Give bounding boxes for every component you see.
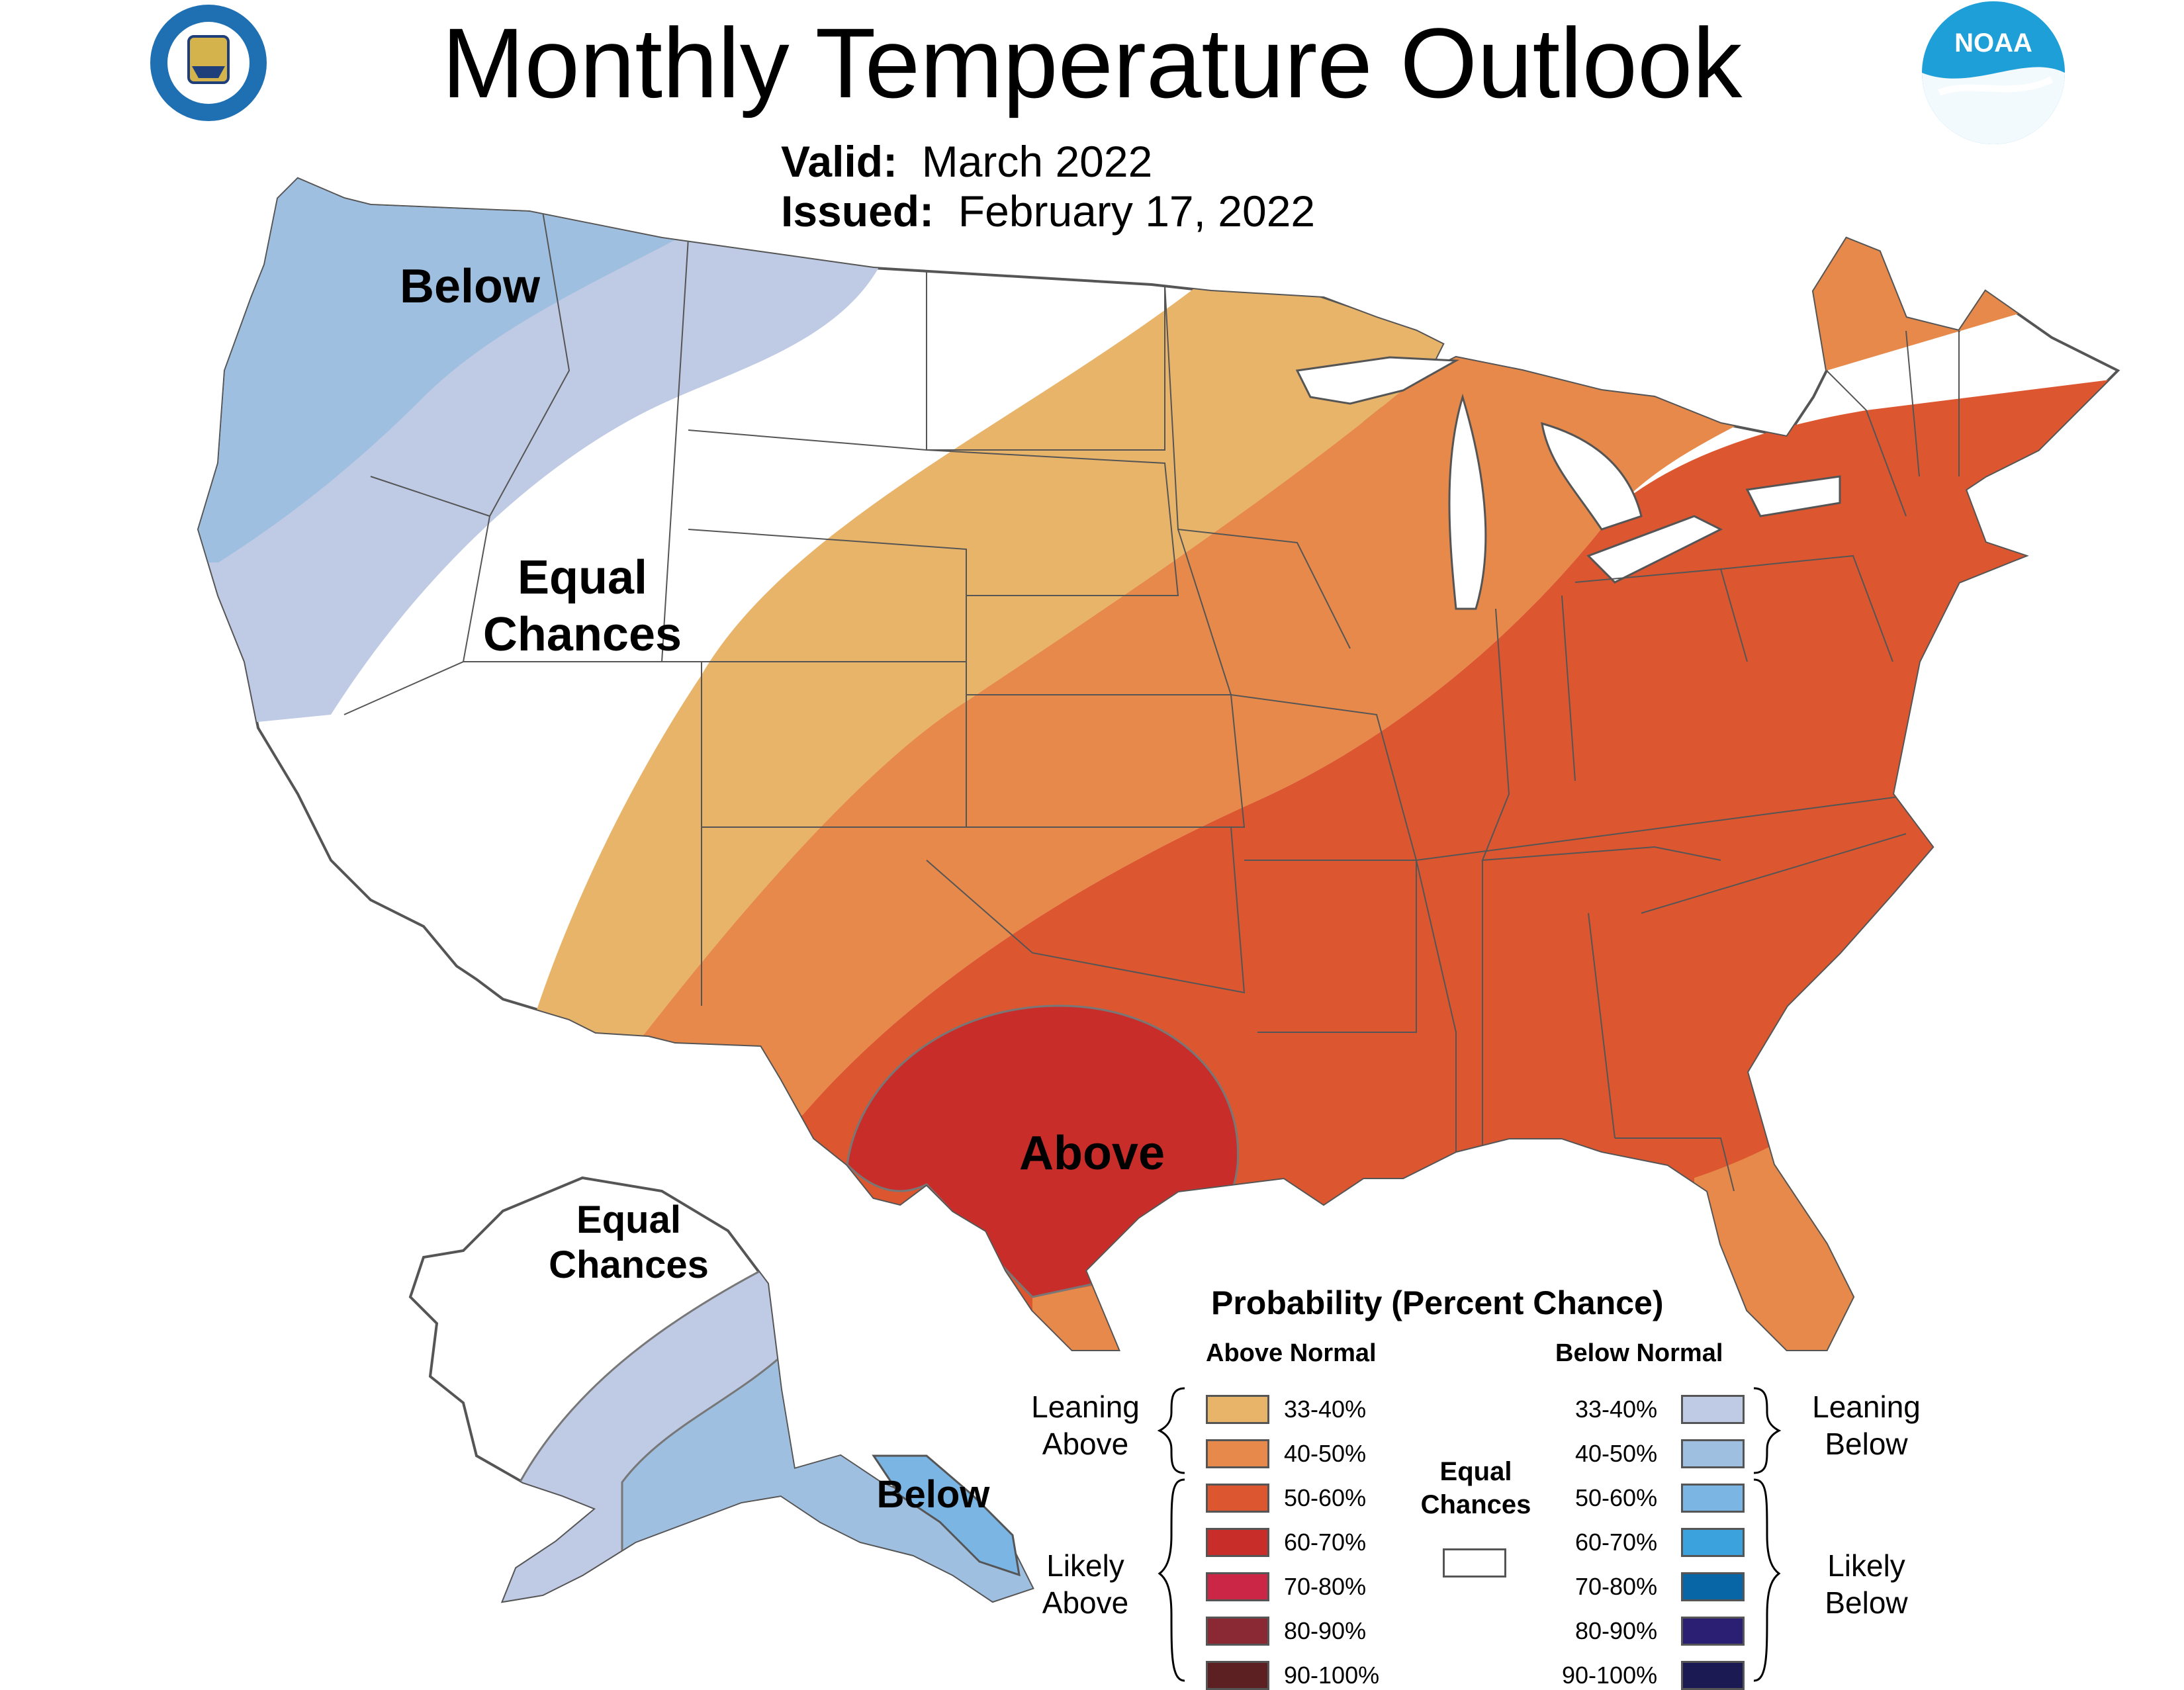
label-above-40-50: 40-50% (1284, 1440, 1367, 1467)
label-alaska-equal-1: Equal (576, 1198, 681, 1241)
swatch-below-90-100 (1681, 1661, 1745, 1690)
valid-value: March 2022 (921, 137, 1153, 186)
legend-below-header: Below Normal (1555, 1339, 1723, 1367)
swatch-below-40-50 (1681, 1439, 1745, 1468)
likely-above-label-1: Likely (1046, 1548, 1124, 1583)
legend-title: Probability (Percent Chance) (1211, 1284, 1664, 1321)
legend-above-header: Above Normal (1206, 1339, 1377, 1367)
label-equal-west-1: Equal (517, 551, 648, 604)
lake-erie (1586, 515, 1723, 584)
swatch-equal-chances (1443, 1548, 1506, 1578)
leaning-above-label-2: Above (1042, 1427, 1129, 1461)
label-below-33-40: 33-40% (1575, 1396, 1658, 1423)
label-above-80-90: 80-90% (1284, 1617, 1367, 1644)
department-of-commerce-seal (148, 2, 269, 124)
valid-line: Valid: March 2022 (781, 136, 1152, 187)
label-below-west: Below (399, 260, 541, 313)
issued-label: Issued: (781, 187, 934, 236)
label-below-90-100: 90-100% (1562, 1662, 1658, 1689)
label-above-south: Above (1019, 1127, 1165, 1180)
swatch-below-80-90 (1681, 1617, 1745, 1646)
swatch-below-60-70 (1681, 1528, 1745, 1557)
swatch-above-50-60 (1206, 1484, 1269, 1513)
state-boundaries (343, 211, 1960, 1192)
swatch-above-80-90 (1206, 1617, 1269, 1646)
issued-line: Issued: February 17, 2022 (781, 185, 1315, 237)
lake-ontario (1745, 475, 1841, 517)
valid-label: Valid: (781, 137, 898, 186)
label-alaska-equal-2: Chances (549, 1243, 709, 1286)
page-title: Monthly Temperature Outlook (441, 7, 1743, 118)
label-above-90-100: 90-100% (1284, 1662, 1380, 1689)
swatch-above-60-70 (1206, 1528, 1269, 1557)
likely-below-label-1: Likely (1827, 1548, 1905, 1583)
label-below-80-90: 80-90% (1575, 1617, 1658, 1644)
alaska-panhandle (872, 1454, 1021, 1577)
label-below-40-50: 40-50% (1575, 1440, 1658, 1467)
leaning-above-label-1: Leaning (1031, 1390, 1140, 1424)
equal-chances-label-2: Chances (1420, 1490, 1531, 1519)
label-above-50-60: 50-60% (1284, 1484, 1367, 1511)
label-alaska-below: Below (876, 1473, 990, 1516)
label-above-33-40: 33-40% (1284, 1396, 1367, 1423)
issued-value: February 17, 2022 (958, 187, 1316, 236)
label-above-70-80: 70-80% (1284, 1573, 1367, 1600)
leaning-below-label-2: Below (1825, 1427, 1908, 1461)
equal-chances-label-1: Equal (1439, 1457, 1512, 1486)
lake-superior (1295, 356, 1460, 405)
likely-above-label-2: Above (1042, 1585, 1129, 1620)
swatch-above-40-50 (1206, 1439, 1269, 1468)
label-equal-west-2: Chances (482, 608, 682, 661)
label-above-60-70: 60-70% (1284, 1529, 1367, 1556)
lake-michigan (1448, 393, 1487, 610)
swatch-below-70-80 (1681, 1572, 1745, 1601)
swatch-above-70-80 (1206, 1572, 1269, 1601)
swatch-below-50-60 (1681, 1484, 1745, 1513)
label-below-60-70: 60-70% (1575, 1529, 1658, 1556)
swatch-above-90-100 (1206, 1661, 1269, 1690)
swatch-above-33-40 (1206, 1395, 1269, 1424)
leaning-below-label-1: Leaning (1812, 1390, 1921, 1424)
swatch-below-33-40 (1681, 1395, 1745, 1424)
likely-below-label-2: Below (1825, 1585, 1908, 1620)
label-below-70-80: 70-80% (1575, 1573, 1658, 1600)
label-below-50-60: 50-60% (1575, 1484, 1658, 1511)
noaa-logo (1922, 1, 2065, 144)
lake-huron (1541, 422, 1643, 531)
region-below-40-50 (199, 179, 702, 562)
region-above-33-40 (529, 265, 1456, 1045)
noaa-logo-text: NOAA (1954, 28, 2032, 58)
